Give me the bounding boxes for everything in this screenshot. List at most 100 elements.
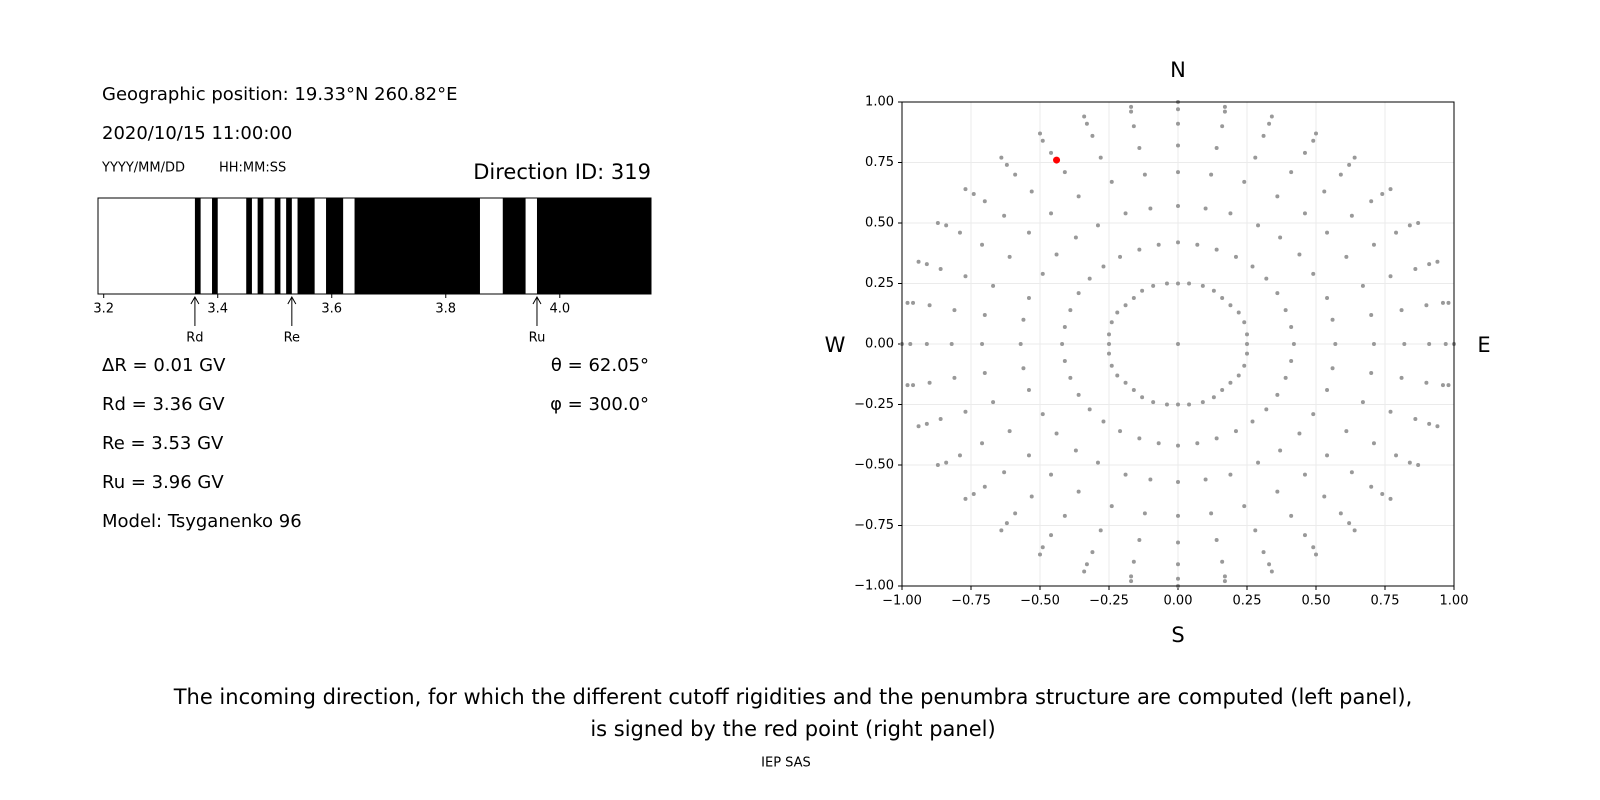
position: Geographic position: 19.33°N 260.82°E [102,84,458,105]
x-tick-label: 3.4 [207,302,228,317]
direction-point [1325,387,1330,392]
direction-point [1195,441,1200,446]
direction-point [1267,562,1272,567]
direction-point [1049,472,1054,477]
direction-point [1209,172,1214,177]
direction-point [1200,283,1205,288]
direction-point [971,492,976,497]
direction-point [1148,206,1153,211]
direction-point [1109,320,1114,325]
direction-point [1302,211,1307,216]
direction-point [1369,199,1374,204]
direction-point [1311,412,1316,417]
direction-point [991,400,996,405]
direction-point [1253,155,1258,160]
direction-point [1297,431,1302,436]
direction-point [1176,281,1180,286]
direction-id: Direction ID: 319 [473,160,651,184]
direction-point [924,342,929,346]
direction-point [1176,121,1180,126]
direction-point [1090,133,1095,138]
direction-point [1291,342,1296,346]
direction-point [1446,383,1451,388]
direction-point [1402,342,1407,346]
direction-point [980,242,985,247]
direction-point [1187,402,1192,407]
direction-point [1076,194,1081,199]
forbidden-band [286,198,292,294]
direction-point [905,300,910,305]
direction-point [957,230,962,235]
direction-point [1416,221,1421,225]
direction-point [1176,170,1180,175]
direction-point [1029,494,1034,499]
direction-point [1062,513,1067,518]
direction-point [1371,342,1376,346]
direction-point [1242,504,1247,509]
direction-point [1076,392,1081,397]
direction-point [1278,448,1283,453]
direction-point [1289,170,1294,175]
forbidden-band [326,198,344,294]
direction-point [963,274,968,279]
direction-point [1214,436,1219,441]
direction-point [1187,281,1192,286]
direction-point [1333,342,1338,346]
direction-point [924,421,929,426]
angle-line: θ = 62.05° [551,355,649,376]
forbidden-band [502,198,526,294]
direction-point [963,409,968,414]
date-format: YYYY/MM/DD [101,161,185,176]
direction-point [1095,223,1100,228]
direction-point [1435,259,1440,264]
direction-point [1222,109,1227,114]
direction-point [1140,395,1145,400]
direction-point [1322,494,1327,499]
direction-point [1264,407,1269,412]
x-tick-label: 3.6 [321,302,342,317]
direction-point [949,342,954,346]
direction-point [1338,511,1343,516]
direction-point [1176,402,1180,407]
direction-point [982,199,987,204]
direction-point [1131,124,1136,129]
forbidden-band [354,198,480,294]
direction-point [1054,252,1059,257]
datetime: 2020/10/15 11:00:00 [102,123,292,144]
direction-point [916,259,921,264]
direction-point [1214,145,1219,150]
direction-point [1388,409,1393,414]
direction-point [1264,276,1269,281]
direction-point [1029,189,1034,194]
direction-point [1236,373,1241,378]
direction-point [1209,511,1214,516]
direction-point [1004,162,1009,167]
direction-point [1220,559,1225,564]
direction-point [1269,114,1274,119]
direction-point [999,528,1004,533]
direction-point [1228,211,1233,216]
direction-point [1330,317,1335,322]
direction-point [1084,562,1089,567]
direction-point [1054,431,1059,436]
direction-point [1087,276,1092,281]
forbidden-band [194,198,201,294]
x-tick-label: 1.00 [1440,594,1469,609]
compass-label: S [1171,623,1184,647]
direction-point [1407,460,1412,465]
direction-point [1131,387,1136,392]
direction-point [1176,576,1180,581]
direction-point [1038,131,1042,136]
direction-point [999,155,1004,160]
time-format: HH:MM:SS [219,161,286,176]
direction-point [1427,421,1432,426]
direction-point [1098,155,1103,160]
direction-point [1084,121,1089,126]
direction-point [980,342,985,346]
direction-point [1267,121,1272,126]
info-line: ΔR = 0.01 GV [102,355,226,376]
direction-point [952,375,957,380]
direction-point [1040,138,1045,143]
y-tick-label: 0.50 [865,216,894,231]
